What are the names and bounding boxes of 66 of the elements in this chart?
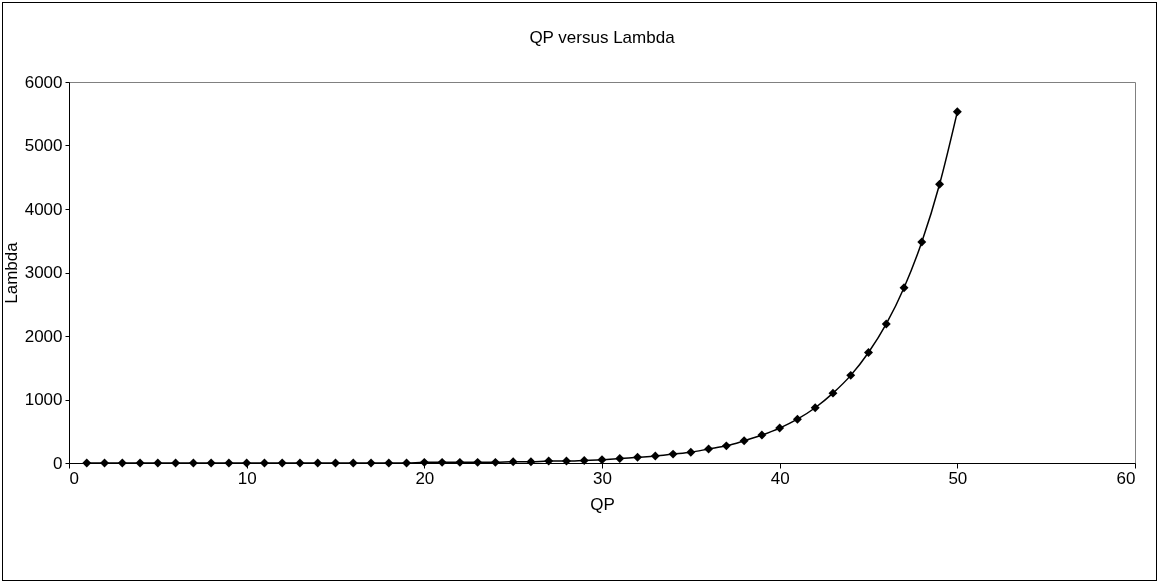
point	[366, 458, 376, 468]
y-tick-label: 5000	[24, 136, 63, 155]
point	[437, 457, 447, 467]
x-tick-label: 30	[593, 468, 612, 488]
point	[455, 457, 465, 467]
point	[739, 436, 749, 446]
point	[810, 403, 820, 413]
point	[721, 441, 731, 451]
point	[846, 370, 856, 380]
point	[828, 388, 838, 398]
point	[384, 458, 394, 468]
y-tick-label: 1000	[24, 390, 63, 409]
y-tick-label: 4000	[24, 199, 63, 219]
point	[295, 458, 305, 468]
y-tick-label: 6000	[24, 72, 63, 92]
point	[881, 319, 891, 329]
point	[597, 455, 607, 465]
point	[864, 348, 873, 357]
x-tick-label: 0	[69, 468, 79, 488]
x-tick-label: 50	[948, 468, 968, 488]
point	[419, 457, 429, 467]
y-tick-label: 2000	[24, 326, 63, 346]
point	[117, 458, 127, 468]
point	[153, 458, 163, 468]
point	[242, 458, 252, 468]
point	[650, 451, 660, 461]
point	[277, 458, 287, 468]
point	[526, 457, 536, 467]
point	[82, 458, 92, 468]
point	[704, 444, 714, 454]
point	[686, 447, 696, 457]
y-tick-label: 3000	[24, 263, 63, 282]
point	[668, 449, 678, 459]
point	[633, 452, 643, 462]
point	[561, 456, 571, 466]
point	[259, 458, 269, 468]
point	[935, 179, 945, 189]
point	[206, 458, 216, 468]
point	[348, 458, 358, 468]
point	[899, 283, 909, 293]
chart-title: QP versus Lambda	[529, 28, 676, 47]
point	[135, 458, 145, 468]
point	[473, 457, 483, 467]
x-tick-label: 20	[415, 468, 435, 488]
x-tick-label: 40	[770, 468, 790, 488]
point	[171, 458, 181, 468]
point	[757, 430, 767, 440]
x-tick-label: 10	[237, 468, 257, 488]
point	[615, 454, 625, 464]
point	[100, 458, 110, 468]
x-tick-label: 60	[1116, 468, 1136, 488]
point	[792, 414, 802, 424]
y-axis-title: Lambda	[1, 241, 21, 304]
point	[544, 456, 554, 466]
point	[188, 458, 198, 468]
point	[224, 458, 234, 468]
y-tick-label: 0	[53, 453, 63, 473]
point	[917, 237, 927, 247]
point	[952, 107, 962, 117]
point	[313, 458, 323, 468]
point	[490, 457, 500, 467]
point	[402, 458, 412, 468]
point	[579, 455, 589, 465]
point	[508, 457, 518, 467]
x-axis-title: QP	[590, 494, 615, 514]
point	[775, 423, 785, 433]
